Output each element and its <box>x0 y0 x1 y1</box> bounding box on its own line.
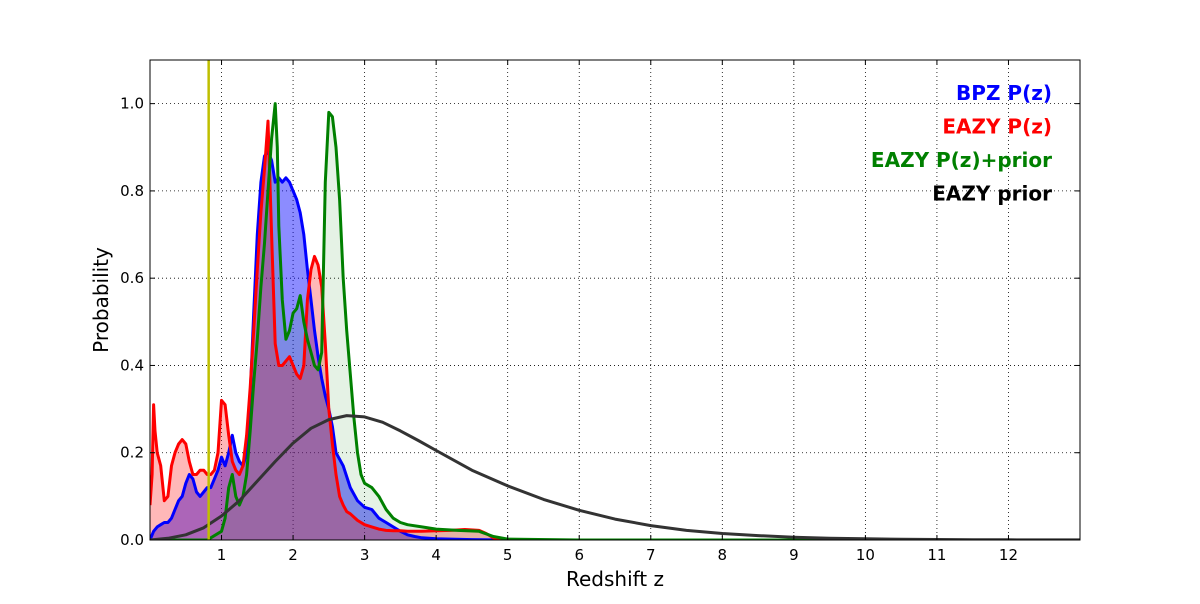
x-tick-label: 9 <box>789 546 799 564</box>
series-fill-bpz-p-z <box>150 151 1080 540</box>
x-tick-label: 12 <box>999 546 1018 564</box>
series-line-eazy-p-z <box>150 119 1080 540</box>
y-tick-label: 0.4 <box>120 356 144 374</box>
x-tick-label: 3 <box>360 546 370 564</box>
x-tick-label: 8 <box>718 546 728 564</box>
series-fill-eazy-p-z-prior <box>150 103 1080 540</box>
series-line-eazy-prior <box>150 414 1080 540</box>
x-tick-label: 6 <box>574 546 584 564</box>
y-tick-label: 1.0 <box>120 95 144 113</box>
x-tick-label: 1 <box>217 546 227 564</box>
y-tick-label: 0.2 <box>120 444 144 462</box>
series-line-eazy-p-z-prior <box>150 102 1080 540</box>
x-tick-label: 7 <box>646 546 656 564</box>
x-axis-title: Redshift z <box>566 567 664 591</box>
legend-label-bpz-p-z: BPZ P(z) <box>956 81 1052 105</box>
series-lines <box>150 102 1080 540</box>
legend-label-eazy-p-z-prior: EAZY P(z)+prior <box>871 148 1052 172</box>
legend: BPZ P(z) EAZY P(z) EAZY P(z)+prior EAZY pri… <box>871 81 1052 206</box>
y-tick-label: 0.8 <box>120 182 144 200</box>
axis-ticks: 1 2 3 4 5 6 7 8 9 10 11 120.00.20.40.60.81.0 <box>120 60 1080 564</box>
legend-label-eazy-p-z: EAZY P(z) <box>942 115 1052 139</box>
x-tick-label: 11 <box>927 546 946 564</box>
x-tick-label: 2 <box>288 546 298 564</box>
x-tick-label: 4 <box>431 546 441 564</box>
y-tick-label: 0.0 <box>120 531 144 549</box>
grid <box>150 60 1080 540</box>
x-tick-label: 10 <box>856 546 875 564</box>
y-axis-title: Probability <box>89 247 113 353</box>
plot-frame <box>149 59 1081 541</box>
legend-label-eazy-prior: EAZY prior <box>932 182 1052 206</box>
x-tick-label: 5 <box>503 546 513 564</box>
y-tick-label: 0.6 <box>120 269 144 287</box>
